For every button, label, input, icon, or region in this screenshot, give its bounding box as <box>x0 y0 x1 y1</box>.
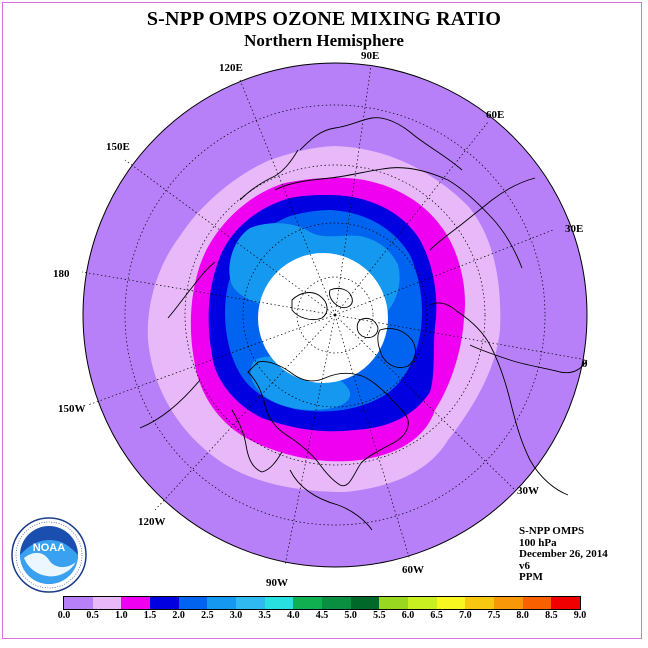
colorbar-tick-label: 1.0 <box>115 610 128 621</box>
colorbar-swatch <box>235 597 265 609</box>
longitude-label-150w: 150W <box>58 403 86 415</box>
meridian-lines <box>81 65 588 566</box>
colorbar-swatch <box>178 597 208 609</box>
page-title: S-NPP OMPS OZONE MIXING RATIO <box>146 8 502 30</box>
colorbar-tick-label: 7.5 <box>487 610 501 621</box>
polar-no-data-region <box>258 253 388 383</box>
longitude-label-0: 0 <box>582 358 588 370</box>
date-label: December 26, 2014 <box>519 548 608 560</box>
colorbar-tick-label: 9.0 <box>573 610 587 621</box>
figure-frame <box>2 2 642 639</box>
colorbar-tick-label: 6.0 <box>401 610 415 621</box>
longitude-label-30e: 30E <box>565 223 584 235</box>
colorbar-swatch <box>379 597 408 609</box>
colorbar-swatch <box>121 597 150 609</box>
colorbar-swatch <box>551 597 580 609</box>
colorbar-tick-label: 5.5 <box>373 610 386 621</box>
svg-text:NOAA: NOAA <box>33 542 65 554</box>
colorbar-tick-label: 3.5 <box>258 610 271 621</box>
version-label: v6 <box>519 559 530 572</box>
colorbar-tick-label: 6.5 <box>430 610 443 621</box>
longitude-label-90e: 90E <box>361 50 380 62</box>
colorbar-swatch <box>493 597 523 609</box>
colorbar-tick-label: 7.0 <box>459 610 472 621</box>
longitude-label-120e: 120E <box>219 62 243 74</box>
colorbar-swatch <box>149 597 179 609</box>
longitude-label-180: 180 <box>53 268 70 280</box>
units-label: PPM <box>519 571 543 583</box>
metadata-block: S-NPP OMPS 100 hPa December 26, 2014 v6 … <box>519 525 608 584</box>
latitude-circles <box>124 104 546 526</box>
colorbar-tick-label: 0.5 <box>86 610 99 621</box>
noaa-logo: NOAA <box>11 517 87 593</box>
colorbar-tick-label: 2.5 <box>201 610 214 621</box>
colorbar-tick-label: 5.0 <box>344 610 357 621</box>
longitude-label-60w: 60W <box>402 564 424 576</box>
colorbar-swatch <box>407 597 437 609</box>
colorbar-swatch <box>293 597 322 609</box>
colorbar-swatch <box>207 597 236 609</box>
colorbar-tick-label: 8.5 <box>545 610 558 621</box>
colorbar-swatch <box>436 597 466 609</box>
colorbar-swatch <box>465 597 494 609</box>
page-subtitle: Northern Hemisphere <box>244 31 404 50</box>
longitude-label-120w: 120W <box>138 516 166 528</box>
colorbar-tick-label: 8.0 <box>516 610 529 621</box>
pressure-level-label: 100 hPa <box>519 536 557 549</box>
longitude-label-150e: 150E <box>106 141 130 153</box>
colorbar-tick-label: 0.0 <box>57 610 71 621</box>
colorbar-swatch <box>350 597 380 609</box>
instrument-label: S-NPP OMPS <box>519 525 585 537</box>
colorbar <box>63 596 581 610</box>
colorbar-tick-label: 4.5 <box>315 610 329 621</box>
colorbar-tick-label: 4.0 <box>287 610 300 621</box>
colorbar-tick-label: 2.0 <box>172 610 185 621</box>
colorbar-tick-label: 3.0 <box>229 610 243 621</box>
colorbar-swatch <box>64 597 93 609</box>
colorbar-tick-labels: 0.0 0.5 1.0 1.5 2.0 2.5 3.0 3.5 4.0 4.5 5.0 5.5 6.0 6… <box>0 610 648 624</box>
colorbar-tick-label: 1.5 <box>143 610 157 621</box>
coastlines <box>139 117 588 531</box>
ozone-band-2-5-south <box>250 356 351 410</box>
colorbar-swatch <box>264 597 294 609</box>
longitude-label-60e: 60E <box>486 109 505 121</box>
colorbar-swatch <box>321 597 351 609</box>
longitude-label-30w: 30W <box>517 485 539 497</box>
colorbar-swatch <box>92 597 122 609</box>
colorbar-swatch <box>522 597 552 609</box>
longitude-label-90w: 90W <box>266 577 288 589</box>
